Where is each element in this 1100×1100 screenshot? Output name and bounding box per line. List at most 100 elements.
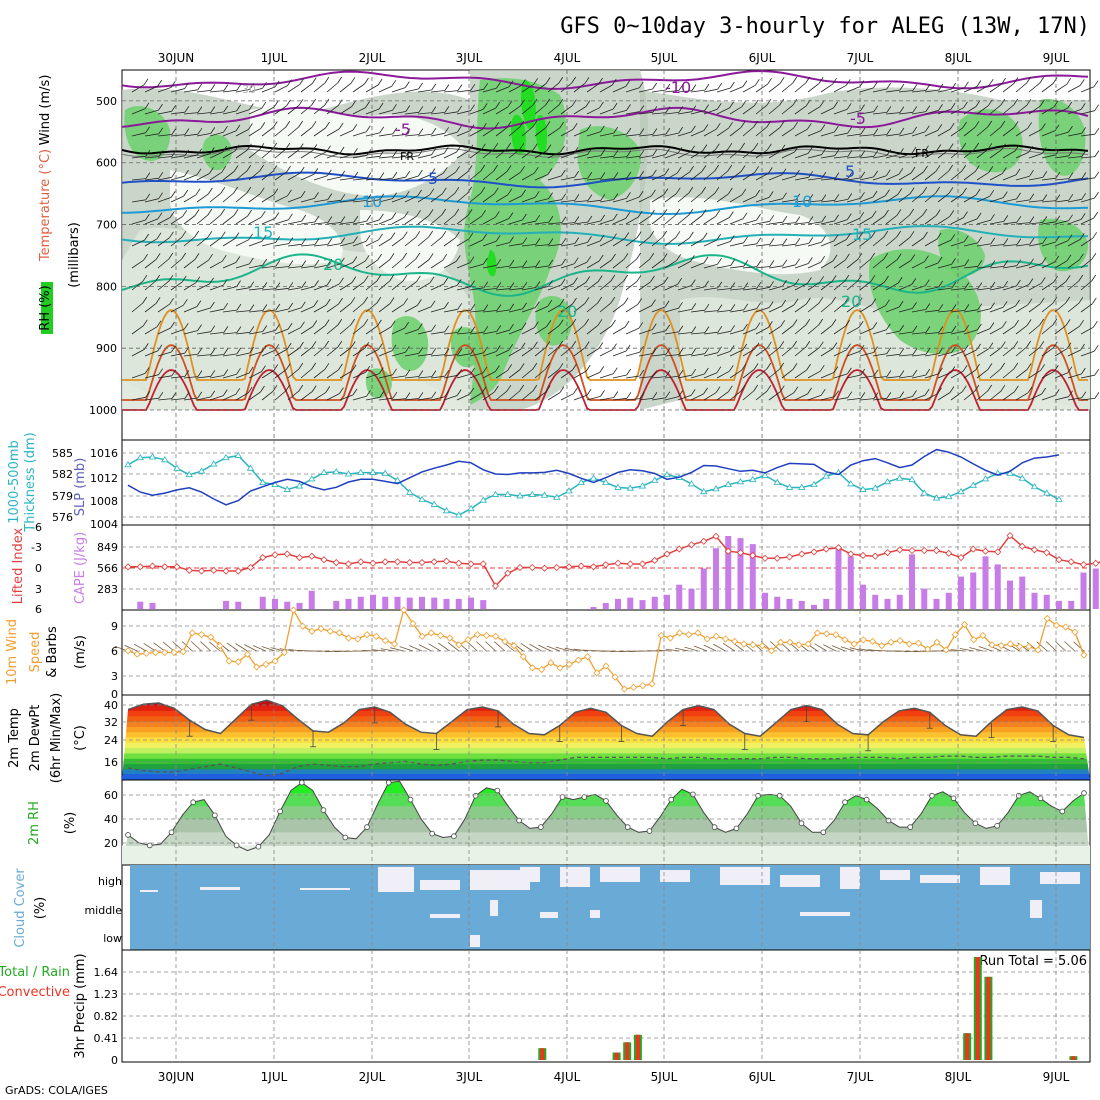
lifted-index-line-point: [896, 546, 904, 554]
wind-barb-flag: [366, 149, 372, 156]
wind-barb-flag: [194, 253, 200, 260]
wind-speed-point: [179, 648, 187, 656]
lifted-index-line-point: [320, 556, 328, 564]
rh-point: [755, 792, 761, 799]
wind-barb: [196, 133, 211, 137]
wind-barb: [196, 236, 209, 247]
wind-barb: [326, 82, 338, 93]
wind-speed-point: [869, 637, 877, 646]
wind-barb: [820, 220, 835, 225]
wind-barb: [573, 221, 588, 225]
wind-barb-flag: [571, 99, 577, 106]
wind-barb-flag: [158, 127, 164, 135]
wind-barb-flag: [456, 279, 462, 286]
wind-barb: [170, 195, 184, 203]
wind-barb: [144, 133, 159, 137]
cloud-units-label: (%): [33, 897, 48, 920]
wind-barb-flag: [649, 252, 655, 260]
wind-barb: [209, 90, 224, 93]
wind-barb: [1002, 174, 1017, 181]
rh-shade-bright: [535, 115, 548, 154]
wind-barb: [781, 127, 794, 137]
wind-barb: [768, 305, 782, 313]
wind-barb-flag: [418, 149, 424, 156]
wind-barb-flag: [691, 326, 697, 333]
wind-barb: [456, 130, 471, 137]
wind-speed-point: [675, 629, 684, 637]
wind-barb: [469, 192, 482, 203]
wind-barb: [924, 89, 939, 93]
slp-line: [127, 448, 1060, 506]
wind-barb-flag: [626, 171, 632, 179]
wind-barb-flag: [1016, 215, 1022, 223]
wind-barb-flag: [210, 84, 216, 91]
wind-barb-flag: [1042, 237, 1048, 244]
wind-barb: [352, 281, 365, 291]
lifted-index-line-point: [1030, 546, 1039, 554]
wind-barb-flag: [623, 274, 629, 282]
wind-barb-flag: [990, 214, 995, 221]
wind-barb-flag: [377, 78, 383, 86]
wind-barb: [807, 302, 820, 313]
wind-barb-flag: [1041, 123, 1046, 130]
thickness-line-point: [455, 511, 463, 518]
wind-barb-flag: [207, 208, 213, 216]
wind-barb: [950, 107, 964, 115]
wind-barb-flag: [820, 124, 826, 131]
wind-barb: [716, 107, 730, 115]
footer-credit: GrADS: COLA/IGES: [5, 1084, 108, 1097]
cape-bar: [308, 590, 315, 609]
wind-barb-flag: [1000, 384, 1006, 392]
wind-barb-flag: [506, 142, 512, 150]
wind-barb: [989, 390, 1002, 401]
wind-barb-flag: [210, 370, 216, 377]
wind-barb: [859, 304, 873, 313]
wind-barb-flag: [1080, 213, 1086, 220]
contour-label-fr1: FR: [400, 150, 414, 163]
wind-barb: [651, 154, 666, 159]
wind-barb-flag: [1039, 76, 1045, 84]
wind-barb-flag: [832, 77, 837, 85]
date-label-top: 4JUL: [554, 51, 581, 65]
thickness-line-point: [528, 490, 536, 497]
cloud-gap: [600, 867, 640, 882]
wind-barb-flag: [1015, 168, 1021, 176]
rh-point: [146, 842, 153, 849]
wind-barb: [1067, 178, 1082, 181]
wind-barb-flag: [717, 257, 722, 265]
wind-speed-point: [427, 629, 435, 637]
wind-barb-flag: [1028, 145, 1034, 153]
wind-barb-flag: [586, 388, 592, 396]
wind-barb-flag: [899, 83, 905, 91]
wind-barb: [209, 192, 222, 203]
wind-barb-flag: [988, 78, 994, 86]
wind-barb: [716, 193, 729, 203]
wind-barb: [1002, 368, 1015, 379]
wind-barb-flag: [285, 142, 291, 150]
wind-barb: [391, 216, 405, 225]
wind-barb-flag: [222, 145, 228, 153]
wind-barb: [547, 368, 560, 379]
wind-barb-flag: [184, 370, 190, 377]
wind-barb: [547, 104, 560, 115]
wind-barb: [729, 349, 743, 357]
wind-barb: [326, 303, 339, 313]
wind-barb: [729, 288, 744, 291]
wind-barb-flag: [454, 186, 460, 194]
wind-barb-flag: [546, 144, 552, 151]
wind-barb: [183, 306, 198, 313]
wind-barb: [703, 372, 718, 379]
date-label-top: 8JUL: [945, 51, 972, 65]
surface-wind-barb: [858, 648, 873, 652]
lifted-index-line-point: [308, 552, 316, 560]
wind-barb-flag: [494, 211, 500, 218]
wind-barb: [833, 178, 848, 181]
wind-barb-flag: [989, 322, 995, 329]
wind-barb-flag: [300, 321, 305, 328]
wind-barb-flag: [715, 210, 721, 217]
wind-barb: [443, 90, 458, 93]
wind-barb: [1080, 177, 1095, 181]
contour-label-p10a: 10: [362, 192, 382, 211]
wind-barb: [443, 214, 456, 225]
wind-barb-flag: [923, 231, 928, 239]
